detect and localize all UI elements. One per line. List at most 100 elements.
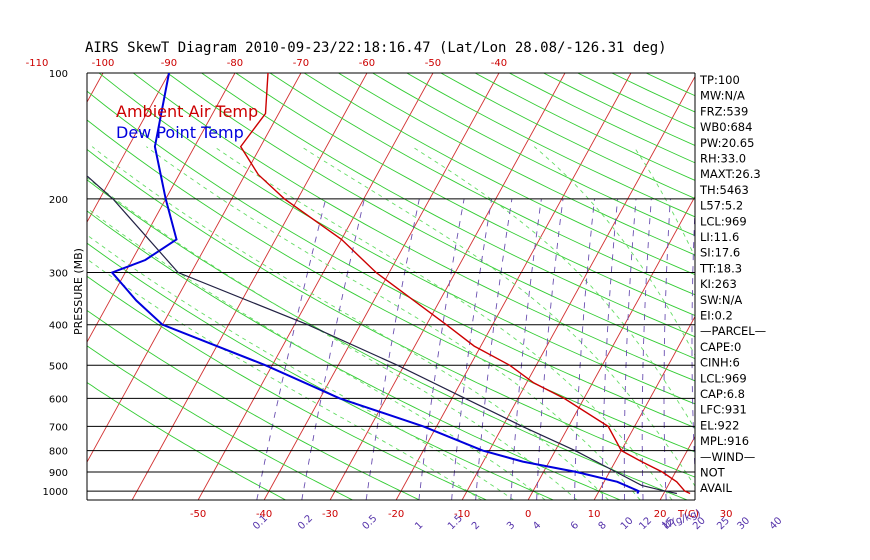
dry-adiabat-line	[338, 73, 695, 256]
pressure-tick-label: 900	[49, 468, 68, 479]
top-temp-tick-label: -80	[227, 58, 243, 69]
chart-title: AIRS SkewT Diagram 2010-09-23/22:18:16.4…	[85, 40, 667, 56]
stability-index-item: L57:5.2	[700, 199, 743, 213]
stability-index-item: FRZ:539	[700, 104, 748, 118]
pressure-tick-label: 100	[49, 69, 68, 80]
isotherm-line	[263, 73, 500, 500]
stability-index-item: —WIND—	[700, 450, 755, 464]
isotherm-line	[87, 73, 302, 463]
mixing-ratio-label: 1	[413, 520, 425, 532]
mixing-ratio-line	[451, 198, 493, 500]
isotherm-line	[87, 73, 104, 103]
dry-adiabat-line	[87, 345, 353, 500]
moist-adiabat-line	[87, 207, 546, 500]
bottom-temp-tick-label: -20	[388, 509, 404, 520]
bottom-temp-tick-label: -30	[322, 509, 338, 520]
mixing-ratio-line	[758, 199, 773, 500]
pressure-tick-label: 500	[49, 361, 68, 372]
dewpoint-line	[110, 73, 640, 494]
dry-adiabat-line	[87, 179, 688, 500]
top-temp-tick-label: -70	[293, 58, 309, 69]
isotherm-line	[87, 73, 236, 343]
dry-adiabat-line	[303, 73, 695, 276]
dry-adiabat-line	[98, 73, 695, 405]
isotherm-line	[858, 73, 870, 500]
mixing-ratio-label: 3	[505, 520, 517, 532]
mixing-ratio-line	[475, 198, 513, 500]
dry-adiabat-line	[87, 210, 621, 500]
profiles	[87, 73, 691, 495]
mixing-ratio-grid	[256, 198, 773, 500]
pressure-tick-label: 300	[49, 269, 68, 280]
stability-index-item: PW:20.65	[700, 136, 754, 150]
dry-adiabat-line	[87, 381, 286, 500]
isotherm-line	[329, 73, 566, 500]
stability-index-item: SW:N/A	[700, 293, 742, 307]
dry-adiabat-line	[167, 73, 695, 360]
bottom-temp-tick-label: -40	[256, 509, 272, 520]
dry-adiabat-line	[133, 73, 695, 382]
top-temp-tick-label: -90	[161, 58, 177, 69]
pressure-grid	[86, 72, 696, 501]
mixing-ratio-label: 10	[619, 515, 636, 532]
stability-index-item: MW:N/A	[700, 89, 745, 103]
mixing-ratio-label: 2	[470, 520, 482, 532]
mixing-ratio-line	[691, 199, 695, 479]
isotherm-line	[0, 73, 37, 500]
legend-dewpoint: Dew Point Temp	[116, 123, 244, 142]
stability-index-item: KI:263	[700, 277, 737, 291]
stability-index-item: EI:0.2	[700, 309, 733, 323]
ambient-temp-line	[239, 73, 691, 495]
mixing-ratio-label: 4	[531, 520, 543, 532]
dry-adiabat-line	[87, 148, 695, 478]
stability-index-item: LCL:969	[700, 371, 747, 385]
stability-index-item: AVAIL	[700, 481, 733, 495]
mixing-ratio-line	[623, 198, 637, 500]
isotherm-line	[395, 73, 632, 500]
mixing-ratio-label: 8	[597, 520, 609, 532]
bottom-temp-tick-label: -10	[454, 509, 470, 520]
bottom-temp-tick-label: 30	[720, 509, 733, 520]
stability-index-item: LCL:969	[700, 214, 747, 228]
dry-adiabat-grid	[87, 73, 695, 500]
dry-adiabat-line	[87, 90, 695, 429]
mixing-ratio-line	[510, 198, 542, 500]
stability-index-item: CAP:6.8	[700, 387, 745, 401]
mixing-ratio-line	[418, 198, 465, 500]
legend-ambient: Ambient Air Temp	[116, 102, 258, 121]
stability-index-item: MAXT:26.3	[700, 167, 761, 181]
bottom-temp-tick-label: -50	[190, 509, 206, 520]
stability-index-item: CAPE:0	[700, 340, 741, 354]
bottom-temp-unit: T(C)	[677, 509, 699, 520]
stability-index-item: RH:33.0	[700, 152, 746, 166]
mixing-ratio-label: 40	[768, 515, 785, 532]
stability-index-item: LI:11.6	[700, 230, 739, 244]
pressure-tick-label: 700	[49, 422, 68, 433]
pressure-tick-label: 200	[49, 195, 68, 206]
dry-adiabat-line	[201, 73, 695, 338]
isotherm-line	[593, 315, 695, 500]
mixing-ratio-label: 12	[637, 515, 654, 532]
mixing-ratio-label: 30	[735, 515, 752, 532]
mixing-ratio-line	[365, 198, 420, 500]
isotherm-grid	[0, 73, 870, 500]
isotherm-line	[131, 73, 368, 500]
bottom-temp-tick-label: 10	[588, 509, 601, 520]
isotherm-line	[87, 73, 170, 223]
bottom-temp-tick-label: 0	[525, 509, 531, 520]
moist-adiabat-line	[213, 146, 673, 500]
isotherm-line	[197, 73, 434, 500]
mixing-ratio-label: 0.5	[360, 513, 379, 532]
mixing-ratio-line	[301, 198, 365, 500]
mixing-ratio-label: 6	[569, 520, 581, 532]
bottom-temp-tick-label: 20	[654, 509, 667, 520]
dry-adiabat-line	[87, 309, 420, 500]
dry-adiabat-line	[269, 73, 695, 296]
stability-index-item: LFC:931	[700, 403, 747, 417]
stability-index-item: WB0:684	[700, 120, 752, 134]
dry-adiabat-line	[235, 73, 695, 316]
pressure-tick-label: 800	[49, 447, 68, 458]
stability-index-item: NOT	[700, 466, 726, 480]
mixing-ratio-line	[256, 198, 327, 500]
